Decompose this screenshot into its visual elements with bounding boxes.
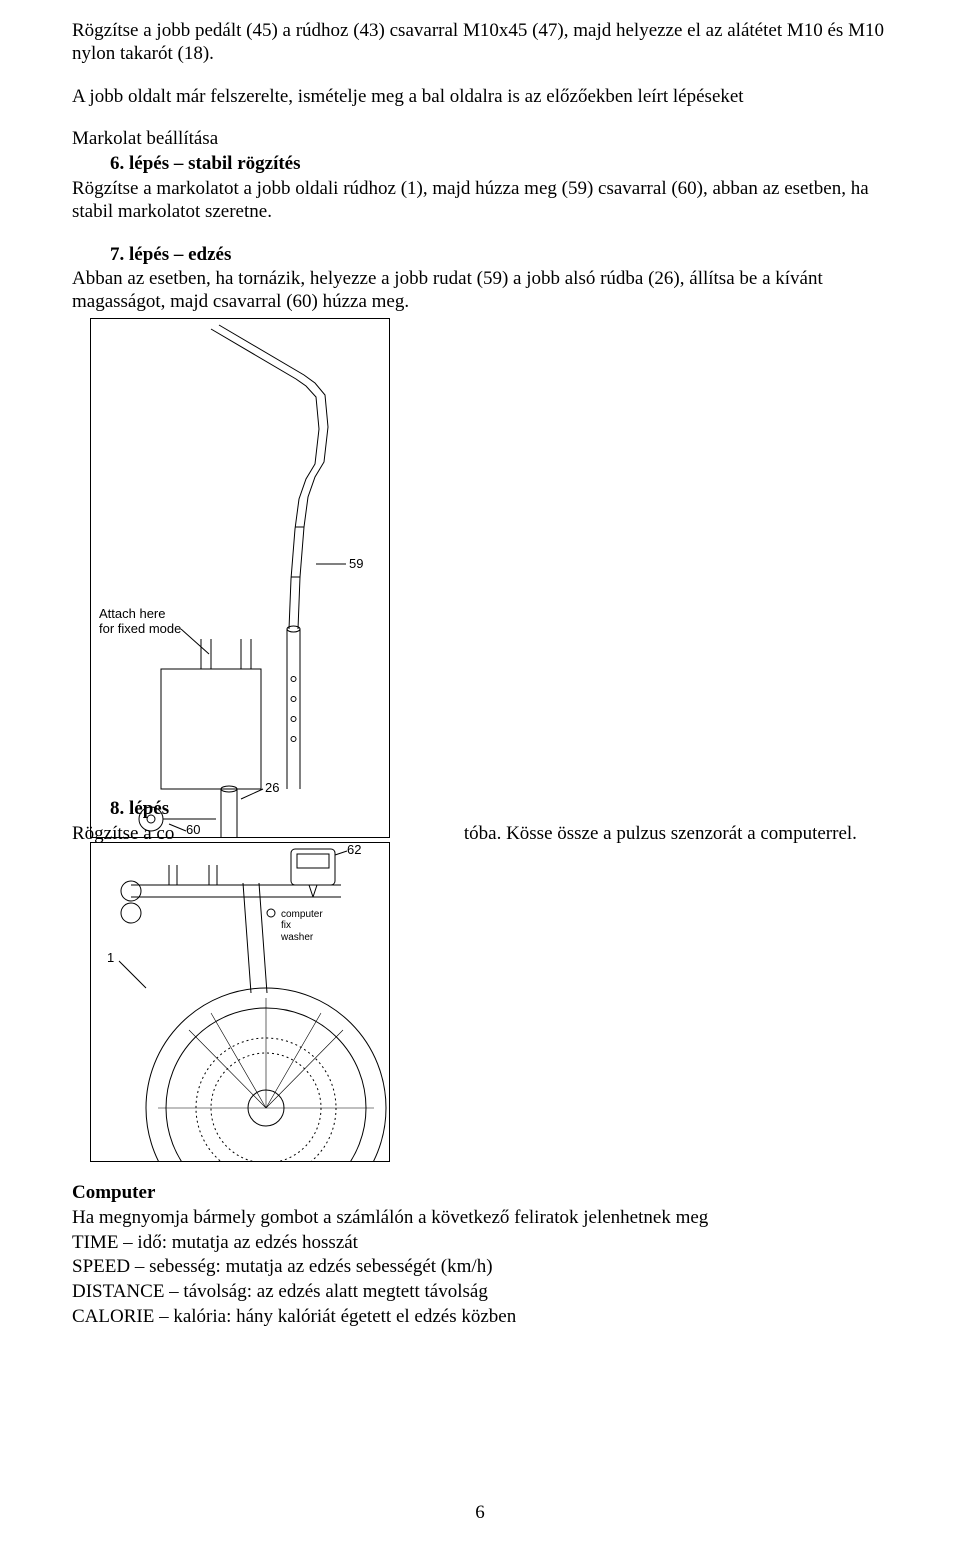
heading-markolat: Markolat beállítása <box>72 128 888 151</box>
callout-26: 26 <box>265 781 279 796</box>
callout-1: 1 <box>107 951 114 966</box>
step6-body: Rögzítse a markolatot a jobb oldali rúdh… <box>72 178 888 224</box>
handle-diagram-svg <box>91 319 389 837</box>
document-page: Rögzítse a jobb pedált (45) a rúdhoz (43… <box>0 0 960 1543</box>
label-attach-here: Attach here for fixed mode <box>99 607 181 637</box>
computer-diagram-svg <box>91 843 389 1161</box>
step7-title: 7. lépés – edzés <box>110 244 888 267</box>
computer-speed: SPEED – sebesség: mutatja az edzés sebes… <box>72 1256 888 1279</box>
step8-title: 8. lépés <box>110 798 888 821</box>
callout-62: 62 <box>347 843 361 858</box>
computer-distance: DISTANCE – távolság: az edzés alatt megt… <box>72 1281 888 1304</box>
step7-body: Abban az esetben, ha tornázik, helyezze … <box>72 268 888 314</box>
figure-handle-attach: Attach here for fixed mode 59 26 60 <box>90 318 390 838</box>
paragraph-pedal: Rögzítse a jobb pedált (45) a rúdhoz (43… <box>72 20 888 66</box>
page-number: 6 <box>0 1502 960 1525</box>
computer-intro: Ha megnyomja bármely gombot a számlálón … <box>72 1207 888 1230</box>
step6-title: 6. lépés – stabil rögzítés <box>110 153 888 176</box>
computer-time: TIME – idő: mutatja az edzés hosszát <box>72 1232 888 1255</box>
step8-body-a: Rögzítse a co <box>72 823 174 844</box>
computer-heading: Computer <box>72 1182 888 1205</box>
label-computer-fix: computer fix washer <box>281 909 323 944</box>
step8-body-b: tóba. Kösse össze a pulzus szenzorát a c… <box>464 823 857 844</box>
callout-59: 59 <box>349 557 363 572</box>
computer-calorie: CALORIE – kalória: hány kalóriát égetett… <box>72 1306 888 1329</box>
figure-computer: 1 62 computer fix washer <box>90 842 390 1162</box>
paragraph-repeat: A jobb oldalt már felszerelte, ismételje… <box>72 86 888 109</box>
